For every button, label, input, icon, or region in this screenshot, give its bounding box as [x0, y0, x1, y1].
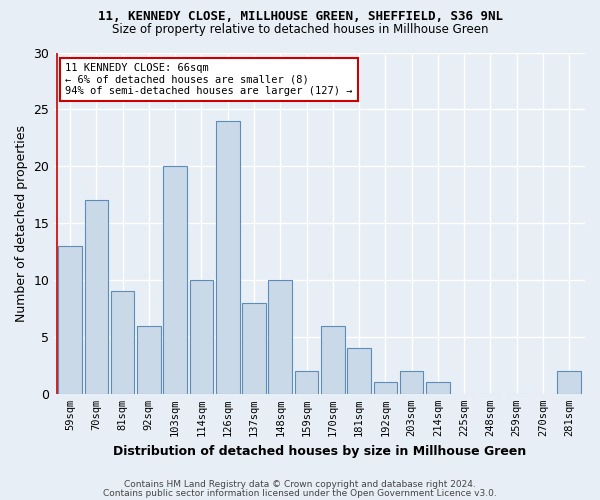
Text: 11, KENNEDY CLOSE, MILLHOUSE GREEN, SHEFFIELD, S36 9NL: 11, KENNEDY CLOSE, MILLHOUSE GREEN, SHEF…: [97, 10, 503, 23]
Bar: [557, 371, 581, 394]
X-axis label: Distribution of detached houses by size in Millhouse Green: Distribution of detached houses by size …: [113, 444, 526, 458]
Bar: [295, 371, 319, 394]
Text: Size of property relative to detached houses in Millhouse Green: Size of property relative to detached ho…: [112, 22, 488, 36]
Bar: [426, 382, 449, 394]
Bar: [321, 326, 344, 394]
Bar: [137, 326, 161, 394]
Bar: [85, 200, 108, 394]
Y-axis label: Number of detached properties: Number of detached properties: [15, 124, 28, 322]
Bar: [163, 166, 187, 394]
Bar: [216, 121, 239, 394]
Text: Contains public sector information licensed under the Open Government Licence v3: Contains public sector information licen…: [103, 488, 497, 498]
Bar: [347, 348, 371, 394]
Text: Contains HM Land Registry data © Crown copyright and database right 2024.: Contains HM Land Registry data © Crown c…: [124, 480, 476, 489]
Bar: [190, 280, 213, 394]
Bar: [111, 292, 134, 394]
Bar: [242, 303, 266, 394]
Bar: [58, 246, 82, 394]
Bar: [400, 371, 424, 394]
Text: 11 KENNEDY CLOSE: 66sqm
← 6% of detached houses are smaller (8)
94% of semi-deta: 11 KENNEDY CLOSE: 66sqm ← 6% of detached…: [65, 62, 352, 96]
Bar: [374, 382, 397, 394]
Bar: [268, 280, 292, 394]
